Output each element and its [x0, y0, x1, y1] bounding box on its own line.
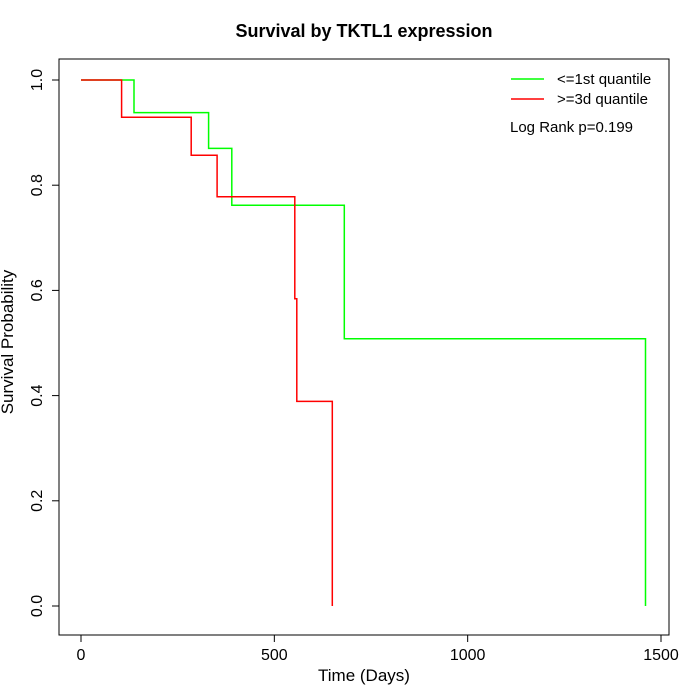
log-rank-annotation: Log Rank p=0.199: [510, 119, 633, 136]
legend-label-1: <=1st quantile: [557, 71, 651, 88]
y-axis-label: Survival Probability: [0, 269, 17, 414]
x-tick-label: 1000: [450, 647, 486, 664]
y-axis: 0.0 0.2 0.4 0.6 0.8 1.0: [29, 69, 60, 617]
x-tick-label: 0: [77, 647, 86, 664]
x-tick-label: 1500: [643, 647, 679, 664]
y-tick-label: 0.4: [29, 384, 46, 406]
y-tick-label: 0.0: [29, 595, 46, 617]
y-tick-label: 1.0: [29, 69, 46, 91]
series-layer: [81, 79, 647, 606]
x-axis: 0 500 1000 1500: [77, 634, 679, 664]
series-line-1: [81, 79, 647, 606]
legend-label-2: >=3d quantile: [557, 91, 648, 108]
y-tick-label: 0.2: [29, 490, 46, 512]
legend: <=1st quantile >=3d quantile: [511, 71, 651, 108]
series-line-2: [81, 79, 334, 606]
plot-frame: [58, 58, 670, 636]
chart-title: Survival by TKTL1 expression: [235, 21, 492, 41]
y-tick-label: 0.8: [29, 174, 46, 196]
y-tick-label: 0.6: [29, 279, 46, 301]
x-tick-label: 500: [261, 647, 288, 664]
x-axis-label: Time (Days): [318, 666, 410, 685]
